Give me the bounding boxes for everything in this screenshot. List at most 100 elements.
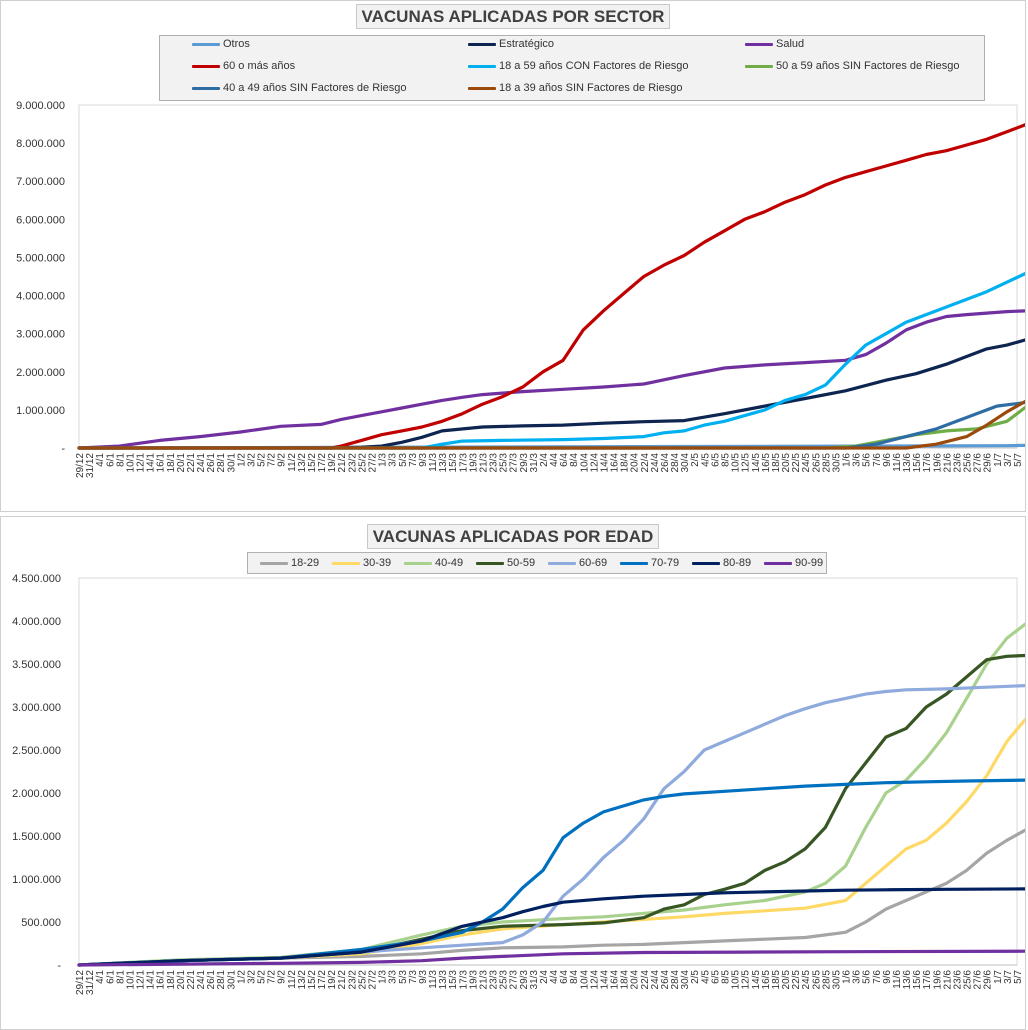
legend-label: 40 a 49 años SIN Factores de Riesgo [223,82,407,94]
x-tick-label: 2/5 [690,970,701,984]
x-tick-label: 11/3 [428,970,439,989]
x-tick-label: 26/5 [811,970,822,990]
x-tick-label: 4/5 [700,453,711,467]
x-tick-label: 14/1 [146,970,157,990]
series-line-40-49 [77,622,1025,967]
x-tick-label: 27/3 [509,970,520,990]
x-tick-label: 26/4 [660,453,671,473]
x-tick-label: 18/4 [620,970,631,990]
x-tick-label: 13/3 [438,970,449,990]
x-tick-label: 20/5 [781,970,792,990]
x-tick-label: 29/12 [75,970,86,995]
legend-item-40-49: 40-49 [404,556,463,570]
x-tick-label: 17/3 [458,453,469,473]
legend-item-50-a-59-anos-sin-factores-de-riesgo: 50 a 59 años SIN Factores de Riesgo [745,59,959,73]
x-tick-label: 30/4 [680,453,691,473]
x-tick-label: 7/2 [267,453,278,467]
x-tick-label: 19/3 [468,970,479,990]
x-tick-label: 14/1 [146,453,157,473]
x-tick-label: 22/1 [186,970,197,990]
x-tick-label: 15/2 [307,970,318,990]
x-tick-label: 28/5 [821,970,832,990]
legend-item-80-89: 80-89 [692,556,751,570]
x-tick-label: 1/2 [236,453,247,467]
x-tick-label: 17/2 [317,453,328,473]
x-tick-label: 12/5 [741,453,752,473]
y-tick-label: 3.000.000 [12,702,61,714]
x-tick-label: 14/5 [751,453,762,473]
x-tick-label: 31/12 [85,453,96,478]
y-tick-label: 1.500.000 [12,831,61,843]
x-tick-label: 12/4 [589,453,600,473]
x-tick-label: 13/6 [902,970,913,990]
y-tick-label: 1.000.000 [12,874,61,886]
x-tick-label: 6/1 [105,970,116,984]
x-tick-label: 14/5 [751,970,762,990]
sector-chart-panel: VACUNAS APLICADAS POR SECTOR Otros Estrat… [0,0,1026,512]
y-tick-label: 3.500.000 [12,659,61,671]
series-line-60-69 [77,683,1025,967]
x-tick-label: 8/1 [115,453,126,467]
series-line-30-39 [77,717,1025,967]
x-tick-label: 30/1 [226,453,237,473]
x-tick-label: 30/1 [226,970,237,990]
x-tick-label: 3/7 [1003,970,1014,984]
x-tick-label: 9/6 [882,970,893,984]
legend-swatch [260,561,288,565]
y-tick-label: 4.000.000 [16,291,65,303]
x-tick-label: 23/2 [347,970,358,990]
series-line-salud [77,309,1025,450]
x-tick-label: 29/3 [519,970,530,990]
legend-item-otros: Otros [192,37,250,51]
x-tick-label: 5/2 [257,970,268,984]
series-line-80-89 [77,887,1025,967]
legend-label: 50 a 59 años SIN Factores de Riesgo [776,60,960,72]
legend-swatch [476,561,504,565]
sector-line-chart: - 1.000.000 2.000.000 3.000.000 4.000.000 5.0… [16,100,1025,478]
legend-label: Salud [776,38,805,50]
x-tick-label: 4/1 [95,453,106,467]
legend-label: 18 a 59 años CON Factores de Riesgo [499,60,689,72]
legend-label: 80-89 [723,557,752,569]
x-tick-label: 4/4 [549,970,560,984]
x-tick-label: 1/7 [993,970,1004,984]
legend-item-18-a-59-anos-con-factores-de-riesgo: 18 a 59 años CON Factores de Riesgo [468,59,689,73]
chart-legend: Otros Estratégico Salud 60 o más años 18 a 5… [159,35,985,101]
age-line-chart: - 500.000 1.000.000 1.500.000 2.000.000 2.500… [12,573,1025,995]
x-tick-label: 17/3 [458,970,469,990]
x-tick-label: 29/12 [75,453,86,478]
x-tick-label: 26/4 [660,970,671,990]
legend-label: 40-49 [435,557,464,569]
x-tick-label: 16/1 [156,970,167,990]
series-line-18-a-39-anos-sin-factores-de-riesgo [77,399,1025,450]
x-tick-label: 16/4 [610,970,621,990]
series-line-18-a-59-anos-con-factores-de-riesgo [77,271,1025,450]
x-tick-label: 25/6 [963,453,974,473]
x-tick-label: 23/2 [347,453,358,473]
legend-label: 70-79 [651,557,680,569]
legend-item-40-a-49-anos-sin-factores-de-riesgo: 40 a 49 años SIN Factores de Riesgo [192,81,406,95]
x-tick-label: 8/4 [569,970,580,984]
x-tick-label: 15/6 [912,970,923,990]
x-tick-label: 8/5 [721,453,732,467]
x-tick-label: 22/1 [186,453,197,473]
y-tick-label: 7.000.000 [16,176,65,188]
legend-item-70-79: 70-79 [620,556,679,570]
y-tick-label: 2.500.000 [12,745,61,757]
x-tick-label: 3/7 [1003,453,1014,467]
x-tick-label: 23/3 [489,453,500,473]
x-tick-label: 18/5 [771,453,782,473]
x-tick-label: 2/4 [539,453,550,467]
x-tick-label: 17/2 [317,970,328,990]
x-tick-label: 17/6 [922,970,933,990]
x-tick-label: 7/2 [267,970,278,984]
legend-label: Otros [223,38,250,50]
x-tick-label: 29/6 [983,453,994,473]
x-tick-label: 5/7 [1013,453,1024,467]
x-tick-label: 23/6 [952,970,963,990]
x-tick-label: 29/6 [983,970,994,990]
x-tick-label: 20/4 [630,970,641,990]
x-tick-label: 4/1 [95,970,106,984]
x-tick-label: 5/3 [398,453,409,467]
x-tick-label: 12/1 [136,970,147,990]
